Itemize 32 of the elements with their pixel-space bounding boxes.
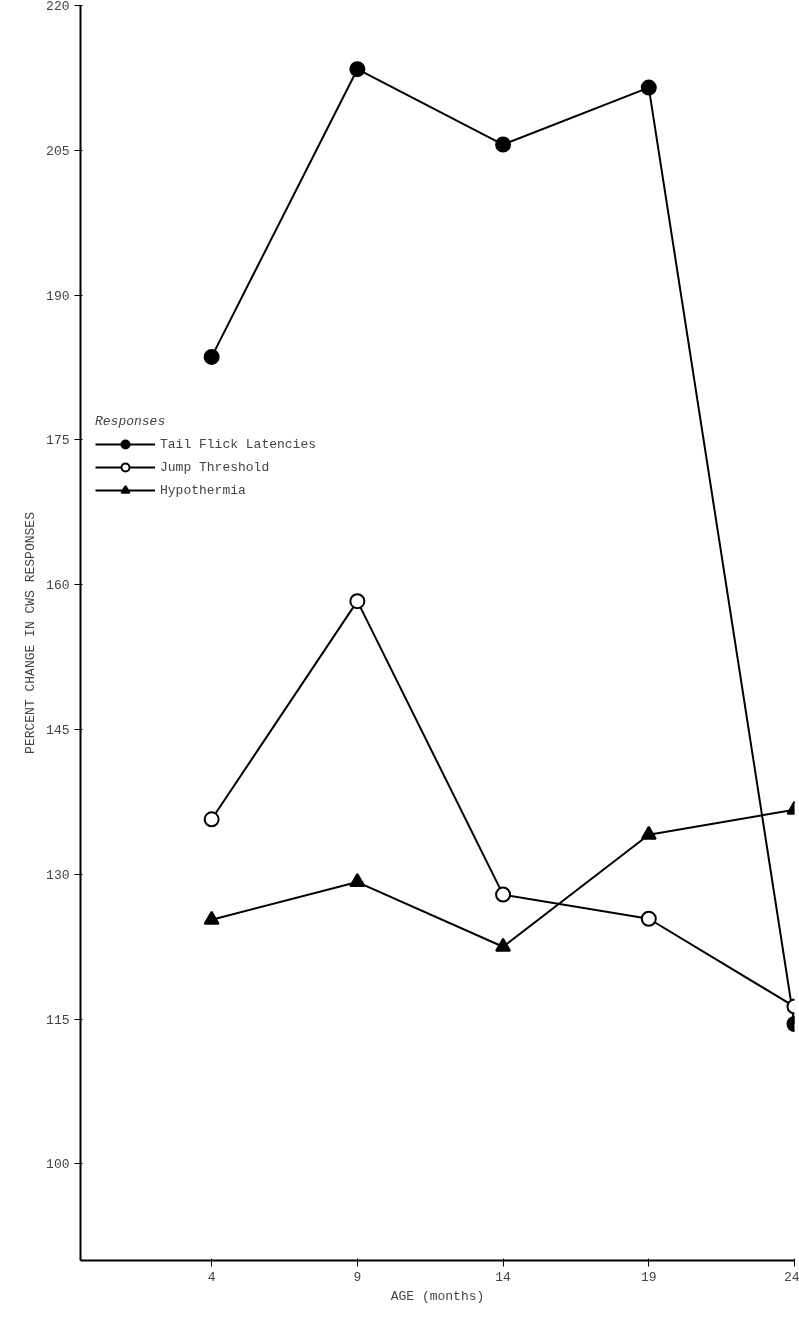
legend-label: Jump Threshold [160, 459, 270, 475]
y-tick-label: 220 [46, 0, 70, 14]
legend-title: Responses [95, 414, 167, 429]
y-tick-label: 160 [46, 578, 70, 594]
y-tick-label: 100 [46, 1157, 70, 1173]
y-tick-label: 190 [46, 288, 70, 304]
x-tick-label: 24 [783, 1269, 799, 1285]
point [495, 937, 512, 952]
y-tick-label: 175 [46, 433, 70, 449]
point [349, 593, 366, 610]
y-axis-title: PERCENT CHANGE IN CWS RESPONSES [23, 511, 39, 754]
legend-label: Hypothermia [160, 482, 246, 498]
x-tick-label: 14 [495, 1269, 512, 1285]
point [349, 61, 366, 78]
point [640, 910, 657, 927]
x-axis-title: AGE (months) [390, 1288, 485, 1304]
point [349, 872, 366, 888]
point [495, 886, 512, 903]
point [495, 136, 512, 153]
point [640, 825, 657, 840]
point [203, 910, 220, 925]
x-tick-label: 4 [207, 1269, 216, 1285]
point [640, 79, 657, 96]
y-tick-label: 145 [46, 723, 70, 739]
y-tick-label: 130 [46, 867, 70, 883]
point [203, 811, 220, 828]
legend-label: Tail Flick Latencies [160, 436, 317, 452]
x-tick-label: 9 [353, 1269, 362, 1285]
point [203, 348, 220, 365]
y-tick-label: 205 [46, 143, 70, 159]
y-tick-label: 115 [46, 1012, 70, 1028]
x-tick-label: 19 [640, 1269, 657, 1285]
